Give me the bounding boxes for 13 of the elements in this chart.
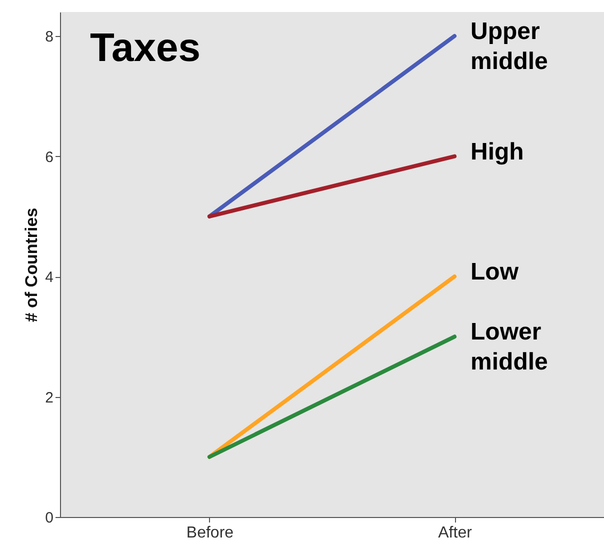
x-tick-label: Before bbox=[186, 524, 234, 542]
y-tick-label: 2 bbox=[45, 389, 54, 406]
y-axis-title: # of Countries bbox=[22, 208, 42, 322]
series-label: Upper middle bbox=[470, 18, 548, 76]
series-label: High bbox=[470, 138, 524, 166]
chart-title: Taxes bbox=[90, 26, 200, 70]
y-tick-label: 6 bbox=[45, 148, 54, 166]
y-tick-label: 0 bbox=[45, 510, 54, 526]
series-label: Low bbox=[470, 258, 519, 286]
y-tick-label: 8 bbox=[45, 28, 54, 46]
series-label: Lower middle bbox=[470, 318, 548, 376]
x-tick-label: After bbox=[438, 524, 473, 542]
y-tick-label: 4 bbox=[45, 269, 54, 286]
